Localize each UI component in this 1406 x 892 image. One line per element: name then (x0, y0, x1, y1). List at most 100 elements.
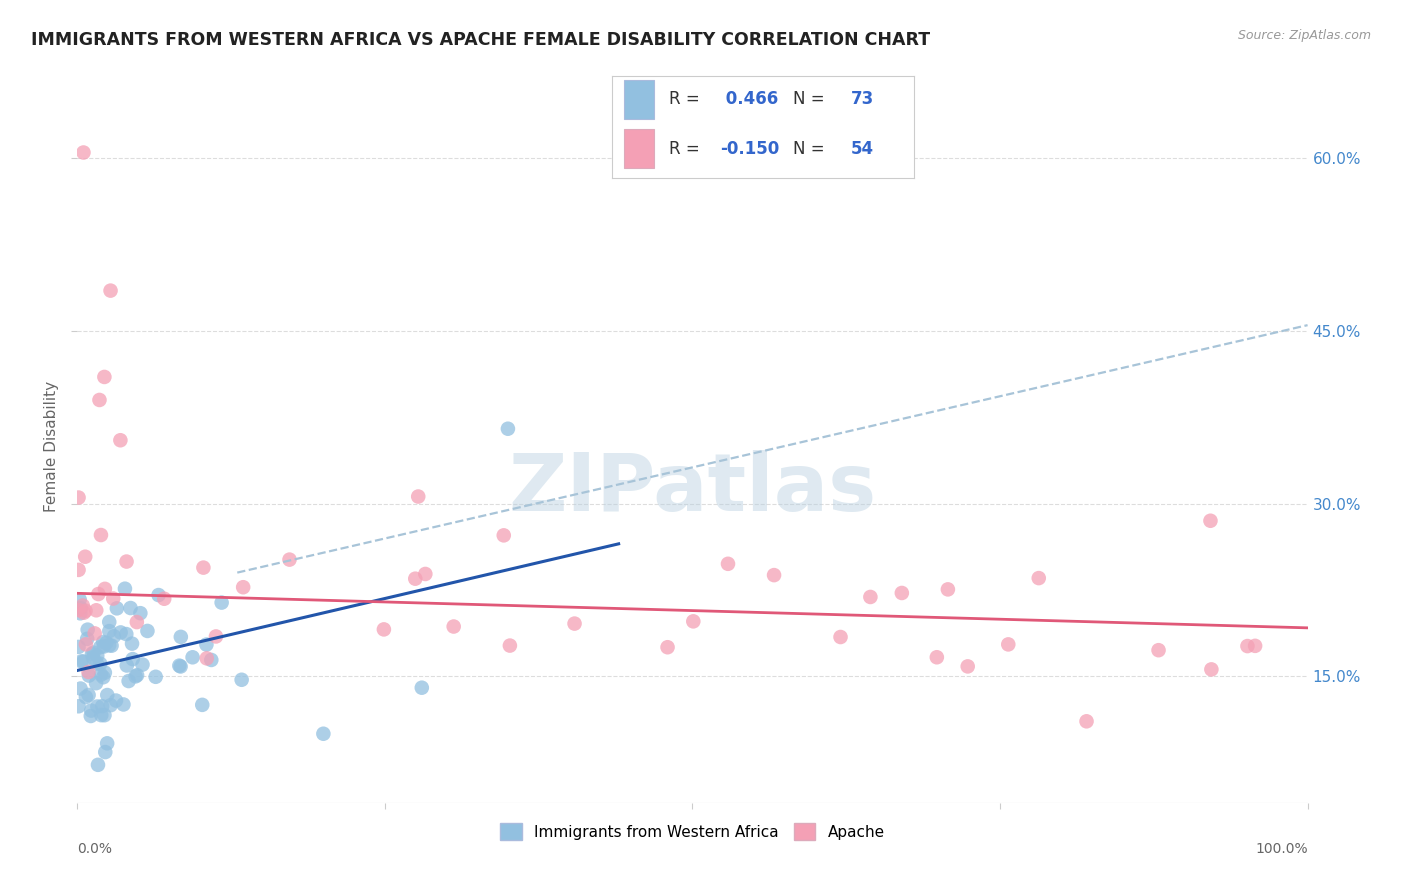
Point (830, 630, 852, 644)
Point (1199, 514, 1222, 528)
Point (91, 699, 114, 714)
Point (499, 639, 522, 653)
Point (69, 592, 91, 607)
Point (181, 650, 204, 665)
Point (195, 651, 218, 665)
Point (1244, 639, 1267, 653)
Point (925, 650, 948, 665)
Point (1076, 714, 1098, 729)
Point (93, 370, 115, 384)
Point (127, 668, 149, 682)
Point (90, 708, 112, 723)
Point (120, 601, 142, 615)
Point (100, 698, 122, 713)
Point (100, 284, 122, 298)
Point (89, 392, 111, 407)
Point (936, 582, 959, 597)
Point (77, 668, 100, 682)
Text: 0.0%: 0.0% (77, 842, 112, 856)
Text: Source: ZipAtlas.com: Source: ZipAtlas.com (1237, 29, 1371, 42)
Point (98, 615, 121, 629)
Point (87, 757, 110, 772)
Point (90, 667, 112, 681)
Point (682, 615, 704, 629)
Point (82, 651, 104, 665)
Point (72, 655, 94, 669)
Point (956, 659, 979, 673)
Text: N =: N = (793, 140, 830, 158)
Point (406, 490, 429, 504)
Point (103, 629, 125, 643)
Point (124, 669, 146, 683)
Text: R =: R = (669, 140, 704, 158)
Point (67, 603, 90, 617)
Point (77, 665, 100, 679)
Point (104, 693, 127, 707)
Point (96, 688, 118, 702)
Text: -0.150: -0.150 (720, 140, 780, 158)
Point (91, 635, 114, 649)
Point (110, 434, 132, 448)
Text: ZIPatlas: ZIPatlas (509, 450, 876, 528)
Point (114, 582, 136, 596)
Point (93, 708, 115, 723)
Point (1147, 643, 1170, 657)
Point (131, 657, 153, 672)
Point (170, 630, 193, 644)
Point (90, 528, 112, 542)
Point (117, 673, 139, 688)
Point (1028, 571, 1050, 585)
Point (86, 648, 108, 663)
Point (94, 665, 117, 680)
Point (148, 588, 170, 602)
Point (76, 623, 98, 637)
Point (195, 638, 218, 652)
Point (169, 659, 191, 673)
Point (94, 745, 117, 759)
Point (105, 601, 128, 615)
Point (231, 673, 253, 687)
Point (103, 591, 125, 606)
FancyBboxPatch shape (624, 80, 654, 119)
Point (136, 624, 159, 638)
Text: 100.0%: 100.0% (1256, 842, 1308, 856)
Point (72, 599, 94, 613)
Point (84, 603, 107, 617)
Point (80, 709, 103, 723)
Point (115, 658, 138, 673)
Point (75, 549, 97, 564)
Point (415, 566, 437, 581)
Point (278, 552, 301, 566)
Point (1201, 662, 1223, 676)
Point (205, 630, 228, 644)
Point (657, 640, 679, 655)
Text: N =: N = (793, 90, 830, 108)
Point (191, 698, 214, 712)
Point (69, 601, 91, 615)
FancyBboxPatch shape (624, 129, 654, 168)
Point (67, 563, 90, 577)
Point (763, 568, 786, 582)
Text: 54: 54 (851, 140, 873, 158)
Point (404, 572, 426, 586)
Point (67, 491, 90, 505)
Point (67, 699, 90, 714)
Point (129, 606, 152, 620)
Point (83, 626, 105, 640)
Point (717, 557, 740, 571)
Point (76, 632, 98, 646)
Point (80, 647, 103, 661)
Point (115, 627, 138, 641)
Point (859, 590, 882, 604)
Point (86, 657, 108, 671)
Point (89, 640, 111, 654)
Text: IMMIGRANTS FROM WESTERN AFRICA VS APACHE FEMALE DISABILITY CORRELATION CHART: IMMIGRANTS FROM WESTERN AFRICA VS APACHE… (31, 31, 929, 49)
Point (121, 637, 143, 651)
Point (98, 624, 121, 639)
Point (91, 670, 114, 684)
Point (96, 736, 118, 750)
Point (169, 658, 191, 673)
Point (69, 607, 91, 621)
Point (211, 596, 233, 610)
Point (115, 555, 138, 569)
